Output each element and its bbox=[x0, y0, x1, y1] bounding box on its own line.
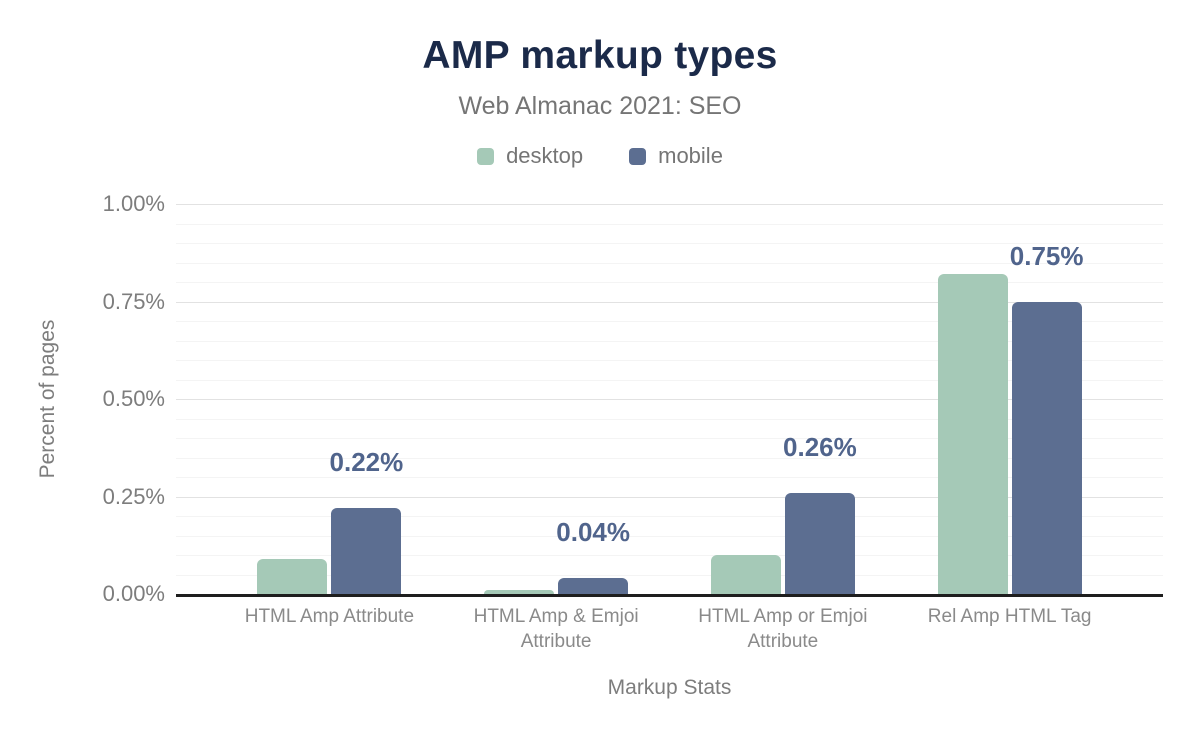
data-label-mobile-3: 0.75% bbox=[1009, 240, 1084, 271]
legend-swatch-desktop bbox=[477, 147, 495, 165]
legend-item-mobile[interactable]: mobile bbox=[629, 143, 723, 169]
minor-gridline bbox=[176, 262, 1163, 264]
chart-subtitle: Web Almanac 2021: SEO bbox=[458, 92, 742, 120]
y-tick-label: 0.00% bbox=[102, 581, 165, 606]
x-axis-line bbox=[176, 594, 1163, 597]
plot-area: 0.00% 0.25% 0.50% 0.75% 1.00% 0.22% 0.04% 0.26… bbox=[103, 191, 1163, 606]
data-label-mobile-2: 0.26% bbox=[783, 431, 857, 462]
minor-gridline bbox=[176, 555, 1163, 556]
chart-title: AMP markup types bbox=[422, 34, 778, 77]
x-category-label: HTML Amp Attribute bbox=[244, 606, 415, 627]
x-axis-categories: HTML Amp Attribute HTML Amp & Emjoi Attri… bbox=[176, 605, 1163, 654]
minor-gridline bbox=[176, 340, 1163, 342]
minor-gridline bbox=[176, 243, 1163, 244]
legend-label: desktop bbox=[506, 143, 584, 168]
legend-swatch-mobile bbox=[629, 147, 647, 165]
legend-item-desktop[interactable]: desktop bbox=[477, 143, 583, 169]
minor-gridline bbox=[176, 360, 1163, 361]
bar-pair: 0.75% bbox=[937, 204, 1084, 594]
major-gridline bbox=[176, 301, 1163, 303]
major-gridline bbox=[176, 204, 1163, 205]
major-gridline bbox=[176, 496, 1163, 498]
data-label-mobile-0: 0.22% bbox=[329, 447, 404, 478]
x-category-label: Rel Amp HTML Tag bbox=[927, 606, 1092, 627]
minor-gridline bbox=[176, 457, 1163, 459]
y-axis-title: Percent of pages bbox=[36, 319, 59, 479]
legend-label: mobile bbox=[658, 143, 723, 168]
minor-gridline bbox=[176, 477, 1163, 478]
minor-gridline bbox=[176, 438, 1163, 439]
minor-gridline bbox=[176, 574, 1163, 576]
y-tick-label: 0.25% bbox=[102, 483, 165, 509]
x-axis-title: Markup Stats bbox=[607, 676, 732, 699]
y-tick-label: 1.00% bbox=[102, 191, 165, 216]
bar-desktop-1[interactable] bbox=[484, 590, 555, 594]
bar-mobile-2[interactable] bbox=[784, 492, 855, 594]
minor-gridline bbox=[176, 535, 1163, 537]
minor-gridline bbox=[176, 282, 1163, 283]
bar-group: 0.26% bbox=[670, 204, 897, 594]
bar-mobile-3[interactable] bbox=[1011, 301, 1082, 594]
y-tick-label: 0.75% bbox=[102, 288, 165, 314]
minor-gridline bbox=[176, 379, 1163, 381]
minor-gridline bbox=[176, 516, 1163, 517]
x-category-label: HTML Amp & Emjoi Attribute bbox=[473, 606, 639, 652]
x-category-label: HTML Amp or Emjoi Attribute bbox=[698, 606, 868, 652]
bar-desktop-2[interactable] bbox=[710, 555, 781, 594]
bar-mobile-0[interactable] bbox=[331, 508, 402, 594]
bar-group: 0.04% bbox=[443, 204, 670, 594]
major-gridline bbox=[176, 399, 1163, 400]
bar-pair: 0.22% bbox=[257, 204, 404, 594]
bar-pair: 0.26% bbox=[710, 204, 857, 594]
bar-pair: 0.04% bbox=[484, 204, 630, 594]
minor-gridline bbox=[176, 321, 1163, 322]
bar-desktop-0[interactable] bbox=[257, 558, 328, 594]
data-label-mobile-1: 0.04% bbox=[556, 517, 630, 548]
minor-gridline bbox=[176, 418, 1163, 420]
y-tick-label: 0.50% bbox=[102, 386, 165, 411]
bar-group: 0.75% bbox=[896, 204, 1123, 594]
legend: desktop mobile bbox=[0, 143, 1200, 169]
bar-group: 0.22% bbox=[216, 204, 443, 594]
bar-desktop-3[interactable] bbox=[937, 274, 1008, 594]
minor-gridline bbox=[176, 223, 1163, 225]
bar-groups: 0.22% 0.04% 0.26% 0.75% bbox=[176, 204, 1163, 594]
bar-mobile-1[interactable] bbox=[558, 578, 629, 594]
